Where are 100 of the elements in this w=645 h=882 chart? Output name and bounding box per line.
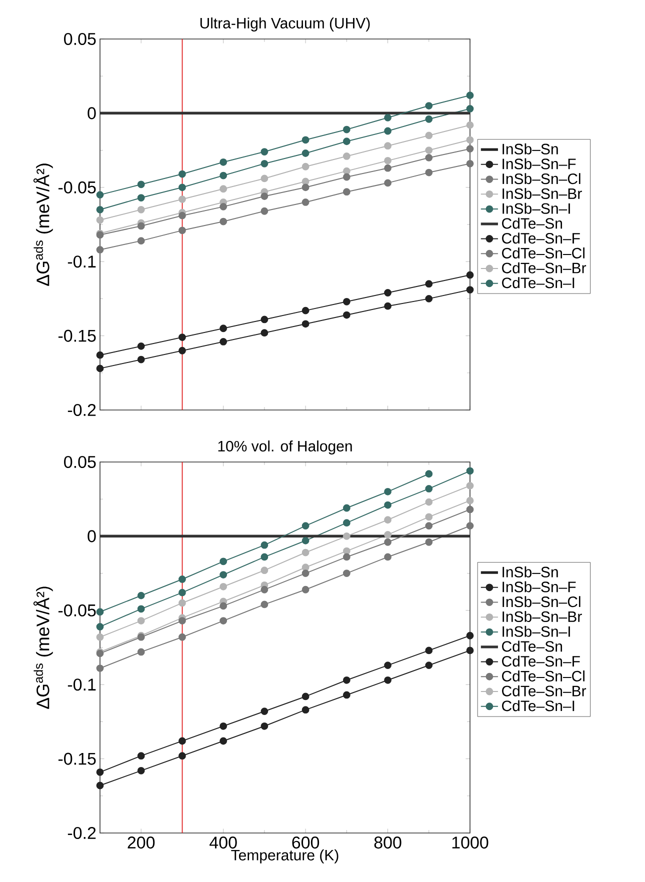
- legend-label: CdTe–Sn–I: [502, 700, 574, 712]
- point: [260, 600, 268, 608]
- point: [220, 158, 228, 166]
- point: [260, 192, 268, 200]
- point: [302, 548, 310, 556]
- point: [96, 768, 104, 776]
- chart-title: 10% vol. of Halogen: [218, 440, 352, 454]
- point: [425, 498, 433, 506]
- point: [302, 586, 310, 594]
- y-tick-label: -0.2: [68, 826, 96, 840]
- legend-label: InSb–Sn–Cl: [502, 596, 580, 608]
- point: [96, 216, 104, 224]
- point: [96, 246, 104, 254]
- point: [425, 662, 433, 670]
- point: [260, 174, 268, 182]
- point: [384, 142, 392, 150]
- point: [137, 648, 145, 656]
- point: [220, 737, 228, 745]
- point: [466, 467, 474, 475]
- y-tick-label: -0.1: [68, 678, 96, 691]
- point: [178, 170, 186, 178]
- chart-title: Ultra-High Vacuum (UHV): [200, 17, 370, 32]
- y-tick-label: -0.05: [58, 181, 96, 194]
- point: [220, 324, 228, 332]
- y-tick-label: -0.15: [58, 752, 96, 765]
- point: [342, 173, 350, 181]
- legend-label: CdTe–Sn–F: [502, 656, 580, 667]
- point: [260, 708, 268, 716]
- point: [96, 623, 104, 630]
- y-tick-label: 0.05: [64, 32, 96, 46]
- legend-label: CdTe–Sn–Cl: [502, 670, 584, 682]
- point: [178, 334, 186, 341]
- point: [466, 646, 474, 654]
- point: [96, 664, 104, 672]
- point: [137, 222, 145, 230]
- point: [466, 506, 474, 514]
- point: [260, 207, 268, 215]
- point: [220, 582, 228, 590]
- point: [96, 364, 104, 372]
- point: [466, 271, 474, 279]
- point: [220, 722, 228, 730]
- point: [302, 184, 310, 192]
- legend-label: CdTe–Sn: [502, 218, 562, 229]
- y-tick-label: -0.05: [58, 604, 96, 616]
- point: [384, 302, 392, 310]
- point: [342, 691, 350, 699]
- legend-label: CdTe–Sn–Br: [502, 685, 586, 696]
- point: [466, 160, 474, 168]
- point: [260, 541, 268, 549]
- point: [425, 294, 433, 302]
- point: [384, 538, 392, 546]
- point: [384, 676, 392, 684]
- point: [342, 504, 350, 512]
- point: [384, 164, 392, 172]
- point: [342, 311, 350, 319]
- point: [302, 320, 310, 328]
- point: [466, 632, 474, 640]
- legend-label: CdTe–Sn–I: [502, 277, 574, 288]
- point: [220, 617, 228, 624]
- x-tick-label: 800: [374, 836, 402, 849]
- point: [178, 212, 186, 220]
- point: [302, 522, 310, 530]
- point: [302, 706, 310, 714]
- x-tick-label: 400: [210, 836, 237, 849]
- point: [384, 516, 392, 524]
- point: [466, 522, 474, 530]
- point: [260, 329, 268, 337]
- y-axis-title: ΔG$^{ads}$ (meV/Å²): [33, 164, 53, 286]
- point: [425, 132, 433, 140]
- point: [260, 160, 268, 168]
- point: [178, 184, 186, 192]
- point: [96, 608, 104, 616]
- point: [178, 588, 186, 596]
- point: [384, 127, 392, 135]
- point: [220, 172, 228, 180]
- point: [260, 586, 268, 594]
- point: [384, 501, 392, 509]
- point: [342, 298, 350, 306]
- point: [137, 752, 145, 760]
- point: [342, 570, 350, 577]
- point: [302, 692, 310, 700]
- point: [137, 592, 145, 600]
- point: [425, 102, 433, 110]
- point: [384, 662, 392, 670]
- legend-label: InSb–Sn–Br: [502, 610, 582, 622]
- point: [302, 162, 310, 170]
- point: [466, 92, 474, 100]
- legend-label: InSb–Sn: [502, 566, 558, 578]
- point: [220, 218, 228, 226]
- point: [178, 737, 186, 745]
- point: [466, 121, 474, 129]
- point: [425, 513, 433, 521]
- point: [137, 206, 145, 214]
- y-tick-label: -0.15: [58, 330, 96, 342]
- point: [384, 531, 392, 538]
- point: [384, 156, 392, 164]
- legend-label: InSb–Sn–Cl: [502, 173, 580, 184]
- y-tick-label: -0.1: [68, 256, 96, 268]
- point: [384, 114, 392, 122]
- x-tick-label: 1000: [452, 836, 488, 849]
